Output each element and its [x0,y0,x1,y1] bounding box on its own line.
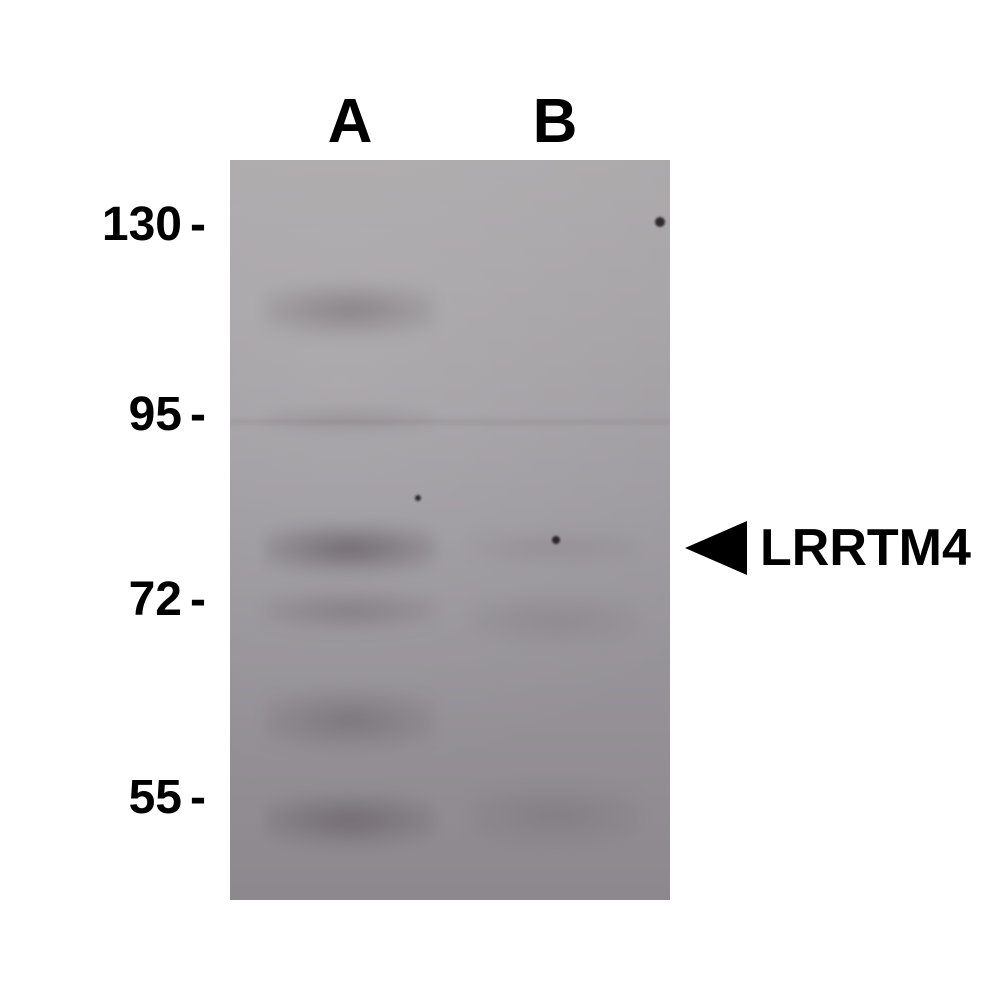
band [265,790,435,850]
blot-membrane [230,160,670,900]
arrowhead-icon [685,521,747,575]
band [265,588,435,633]
figure-canvas: A B 130 - 95 - 72 - 55 - LRRTM4 [0,0,1000,1000]
band [265,280,435,340]
marker-label-55: 55 [92,770,182,825]
marker-label-72: 72 [92,572,182,627]
speck [415,495,421,501]
lane-label-b: B [515,86,595,157]
band [470,528,640,568]
band [265,405,435,435]
band [265,685,435,755]
band [470,590,640,650]
marker-dash-95: - [190,387,206,442]
band [265,521,435,576]
band [470,780,640,850]
marker-label-130: 130 [92,197,182,252]
marker-dash-55: - [190,770,206,825]
lane-label-a: A [310,86,390,157]
speck [655,217,665,227]
marker-dash-72: - [190,572,206,627]
marker-label-95: 95 [92,387,182,442]
speck [552,536,560,544]
marker-dash-130: - [190,197,206,252]
protein-label: LRRTM4 [760,518,971,578]
